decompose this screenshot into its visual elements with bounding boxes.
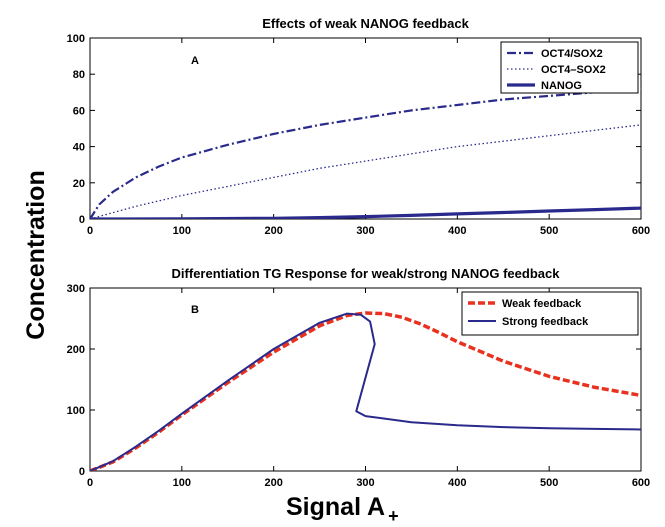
series-line-weak-feedback — [90, 311, 641, 471]
y-tick-label: 100 — [67, 405, 85, 417]
chart-title: Differentiation TG Response for weak/str… — [172, 266, 561, 281]
x-axis-label: Signal A + — [286, 493, 399, 526]
y-tick-label: 0 — [79, 466, 85, 478]
legend-label-nanog: NANOG — [541, 80, 582, 92]
chart-title: Effects of weak NANOG feedback — [262, 16, 469, 31]
y-tick-label: 200 — [67, 344, 85, 356]
series-line-strong-feedback — [90, 312, 641, 471]
panel-b-chart: Differentiation TG Response for weak/str… — [67, 266, 651, 489]
y-tick-label: 60 — [73, 105, 85, 117]
x-tick-label: 100 — [173, 477, 191, 489]
x-tick-label: 400 — [448, 225, 466, 237]
y-tick-label: 80 — [73, 69, 85, 81]
y-tick-label: 40 — [73, 142, 85, 154]
series-line-oct4-sox2 — [90, 87, 641, 219]
x-tick-label: 300 — [356, 225, 374, 237]
x-tick-label: 500 — [540, 477, 558, 489]
y-tick-label: 0 — [79, 214, 85, 226]
y-axis-label: Concentration — [22, 170, 50, 339]
x-tick-label: 0 — [87, 477, 93, 489]
panel-label: A — [191, 55, 199, 67]
x-tick-label: 100 — [173, 225, 191, 237]
x-tick-label: 500 — [540, 225, 558, 237]
legend — [461, 291, 639, 336]
legend-label-weak-feedback: Weak feedback — [502, 298, 582, 310]
y-tick-label: 300 — [67, 283, 85, 295]
legend-label-oct4-sox2: OCT4–SOX2 — [541, 64, 606, 76]
y-tick-label: 20 — [73, 178, 85, 190]
x-tick-label: 300 — [356, 477, 374, 489]
panel-label: B — [191, 304, 199, 316]
x-tick-label: 200 — [264, 225, 282, 237]
legend-label-strong-feedback: Strong feedback — [502, 316, 589, 328]
x-tick-label: 600 — [632, 225, 650, 237]
x-tick-label: 0 — [87, 225, 93, 237]
x-tick-label: 600 — [632, 477, 650, 489]
x-tick-label: 200 — [264, 477, 282, 489]
legend-label-oct4-sox2: OCT4/SOX2 — [541, 48, 603, 60]
x-tick-label: 400 — [448, 477, 466, 489]
series-line-nanog — [90, 206, 641, 219]
y-tick-label: 100 — [67, 33, 85, 45]
